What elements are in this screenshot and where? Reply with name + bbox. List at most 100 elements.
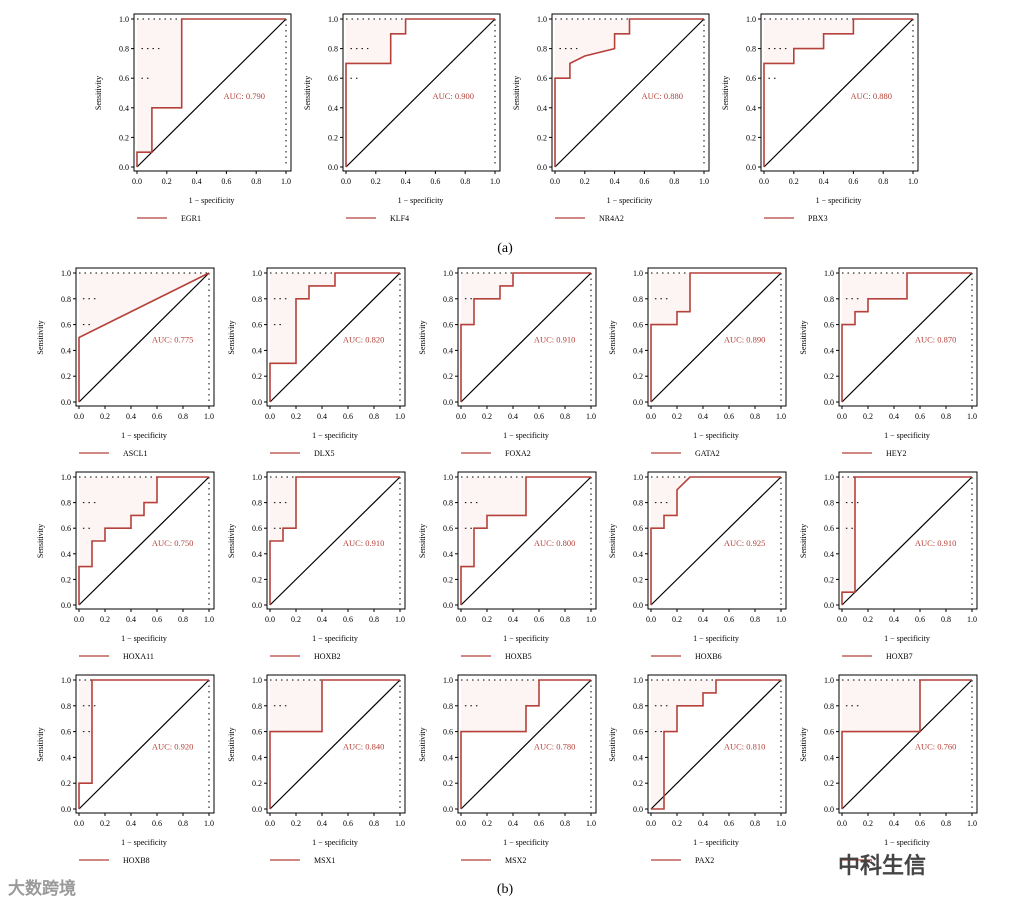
x-tick-label: 1.0: [586, 412, 596, 421]
y-tick-label: 0.8: [252, 702, 262, 711]
auc-label: AUC: 0.790: [223, 91, 265, 101]
y-tick-label: 0.8: [119, 45, 129, 54]
auc-fill: [461, 273, 591, 402]
x-tick-label: 0.0: [550, 177, 560, 186]
roc-panel-ascl1: 0.0 0.2 0.4 0.6 0.8 1.0 0.0 0.2 0.4 0.6 0.8 1.0 1 − …: [36, 267, 215, 458]
y-tick-label: 0.8: [824, 702, 834, 711]
x-tick-label: 0.0: [265, 615, 275, 624]
y-axis-label: Sensitivity: [418, 524, 427, 558]
diagonal-line: [78, 679, 210, 810]
y-tick-label: 0.0: [443, 601, 453, 610]
auc-fill: [764, 19, 913, 167]
y-tick-label: 0.8: [61, 499, 71, 508]
y-tick-label: 0.0: [746, 163, 756, 172]
x-tick-label: 1.0: [586, 615, 596, 624]
x-tick-label: 0.4: [126, 615, 136, 624]
roc-panel-gata2: 0.0 0.2 0.4 0.6 0.8 1.0 0.0 0.2 0.4 0.6 0.8 1.0 1 − …: [608, 267, 787, 458]
x-tick-label: 0.4: [508, 412, 518, 421]
roc-panel-nr4a2: 0.0 0.2 0.4 0.6 0.8 1.0 0.0 0.2 0.4 0.6 0.8 1.0 1 − …: [512, 13, 710, 223]
y-tick-label: 0.8: [633, 499, 643, 508]
y-tick-label: 0.2: [61, 372, 71, 381]
y-axis-label: Sensitivity: [36, 320, 45, 354]
y-tick-label: 0.0: [824, 398, 834, 407]
x-tick-label: 0.6: [724, 615, 734, 624]
y-tick-label: 0.8: [443, 295, 453, 304]
x-axis-label: 1 − specificity: [884, 838, 930, 847]
roc-panel-msx2: 0.0 0.2 0.4 0.6 0.8 1.0 0.0 0.2 0.4 0.6 0.8 1.0 1 − …: [418, 674, 597, 865]
y-tick-label: 0.8: [746, 45, 756, 54]
x-tick-label: 0.4: [610, 177, 620, 186]
x-tick-label: 0.2: [672, 412, 682, 421]
auc-label: AUC: 0.880: [850, 91, 892, 101]
roc-panel-dlx5: 0.0 0.2 0.4 0.6 0.8 1.0 0.0 0.2 0.4 0.6 0.8 1.0 1 − …: [227, 267, 406, 458]
x-tick-label: 1.0: [776, 819, 786, 828]
x-tick-label: 0.6: [152, 819, 162, 828]
panel-label-a: (a): [497, 241, 513, 256]
x-tick-label: 0.4: [889, 819, 899, 828]
x-tick-label: 1.0: [586, 819, 596, 828]
auc-fill: [270, 680, 400, 809]
y-tick-label: 0.0: [633, 398, 643, 407]
y-tick-label: 0.8: [252, 295, 262, 304]
x-tick-label: 0.6: [915, 615, 925, 624]
y-axis-label: Sensitivity: [36, 524, 45, 558]
x-tick-label: 0.6: [724, 412, 734, 421]
y-tick-label: 1.0: [443, 473, 453, 482]
y-tick-label: 0.4: [633, 753, 643, 762]
y-axis-label: Sensitivity: [36, 727, 45, 761]
x-axis-label: 1 − specificity: [312, 838, 358, 847]
x-tick-label: 0.8: [878, 177, 888, 186]
x-tick-label: 1.0: [204, 412, 214, 421]
y-tick-label: 0.4: [252, 550, 262, 559]
y-tick-label: 0.6: [633, 524, 643, 533]
auc-label: AUC: 0.750: [152, 538, 194, 548]
y-tick-label: 0.0: [824, 601, 834, 610]
x-tick-label: 0.2: [100, 615, 110, 624]
roc-curve: [841, 679, 972, 809]
y-tick-label: 0.8: [443, 499, 453, 508]
x-tick-label: 0.0: [837, 412, 847, 421]
y-tick-label: 0.2: [252, 575, 262, 584]
x-tick-label: 1.0: [281, 177, 291, 186]
y-tick-label: 0.0: [252, 805, 262, 814]
y-tick-label: 0.6: [252, 321, 262, 330]
x-axis-label: 1 − specificity: [503, 634, 549, 643]
y-tick-label: 0.2: [824, 575, 834, 584]
y-tick-label: 0.6: [119, 74, 129, 83]
legend-label: DLX5: [314, 449, 334, 458]
auc-fill: [270, 477, 400, 605]
y-tick-label: 0.8: [61, 295, 71, 304]
roc-panel-msx1: 0.0 0.2 0.4 0.6 0.8 1.0 0.0 0.2 0.4 0.6 0.8 1.0 1 − …: [227, 674, 406, 865]
y-tick-label: 1.0: [328, 15, 338, 24]
diagonal-line: [345, 18, 496, 168]
y-tick-label: 0.4: [61, 346, 71, 355]
y-tick-label: 0.2: [443, 575, 453, 584]
y-tick-label: 0.2: [746, 133, 756, 142]
x-tick-label: 1.0: [204, 615, 214, 624]
panel-label-b: (b): [497, 882, 514, 897]
roc-curve: [460, 272, 591, 402]
y-axis-label: Sensitivity: [227, 524, 236, 558]
x-tick-label: 0.2: [863, 615, 873, 624]
legend-label: MSX2: [505, 856, 526, 865]
x-tick-label: 1.0: [908, 177, 918, 186]
roc-curve: [136, 18, 286, 167]
x-tick-label: 1.0: [967, 412, 977, 421]
y-tick-label: 0.2: [633, 575, 643, 584]
y-axis-label: Sensitivity: [418, 727, 427, 761]
roc-curve: [78, 679, 209, 809]
auc-label: AUC: 0.910: [343, 538, 385, 548]
y-tick-label: 1.0: [61, 269, 71, 278]
auc-fill: [555, 19, 704, 167]
x-tick-label: 0.6: [534, 412, 544, 421]
x-tick-label: 0.6: [534, 615, 544, 624]
y-axis-label: Sensitivity: [608, 727, 617, 761]
x-tick-label: 0.2: [789, 177, 799, 186]
x-tick-label: 0.0: [837, 819, 847, 828]
auc-label: AUC: 0.890: [724, 335, 766, 345]
roc-curve: [650, 272, 781, 402]
x-axis-label: 1 − specificity: [312, 634, 358, 643]
y-axis-label: Sensitivity: [227, 320, 236, 354]
auc-label: AUC: 0.925: [724, 538, 766, 548]
y-tick-label: 0.2: [633, 372, 643, 381]
